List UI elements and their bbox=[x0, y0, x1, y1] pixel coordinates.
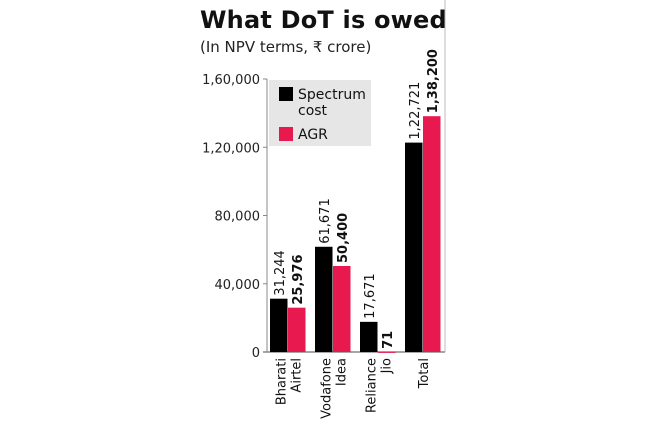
bar-agr bbox=[333, 266, 351, 352]
bar-spectrum-cost bbox=[360, 321, 378, 352]
value-label: 1,22,721 bbox=[408, 82, 423, 140]
legend-swatch bbox=[279, 87, 293, 101]
category-label: Idea bbox=[335, 358, 350, 386]
value-label: 1,38,200 bbox=[426, 49, 441, 113]
y-tick-label: 80,000 bbox=[215, 210, 261, 225]
value-label: 31,244 bbox=[273, 250, 288, 296]
value-label: 17,671 bbox=[363, 273, 378, 319]
bar-spectrum-cost bbox=[405, 142, 423, 352]
legend-label: cost bbox=[298, 103, 328, 119]
bar-spectrum-cost bbox=[315, 246, 333, 352]
category-label: Total bbox=[417, 358, 432, 389]
legend-label: AGR bbox=[298, 127, 328, 143]
bar-agr bbox=[378, 351, 396, 353]
value-label: 61,671 bbox=[318, 198, 333, 244]
chart-title: What DoT is owed bbox=[200, 6, 447, 34]
category-label: Jio bbox=[380, 358, 395, 374]
y-tick-label: 1,60,000 bbox=[202, 73, 260, 88]
y-tick-label: 1,20,000 bbox=[202, 141, 260, 156]
category-label: Reliance bbox=[365, 358, 380, 413]
legend-label: Spectrum bbox=[298, 87, 366, 103]
bar-agr bbox=[288, 307, 306, 352]
category-label: Airtel bbox=[290, 358, 305, 393]
category-label: Vodafone bbox=[320, 358, 335, 419]
value-label: 25,976 bbox=[291, 255, 306, 305]
chart-subtitle: (In NPV terms, ₹ crore) bbox=[200, 38, 372, 56]
y-tick-label: 0 bbox=[252, 346, 260, 361]
y-tick-label: 40,000 bbox=[215, 278, 261, 293]
legend-swatch bbox=[279, 127, 293, 141]
value-label: 50,400 bbox=[336, 213, 351, 263]
value-label: 71 bbox=[381, 331, 396, 349]
bar-agr bbox=[423, 116, 441, 352]
bar-spectrum-cost bbox=[270, 298, 288, 352]
category-label: Bharati bbox=[275, 358, 290, 405]
